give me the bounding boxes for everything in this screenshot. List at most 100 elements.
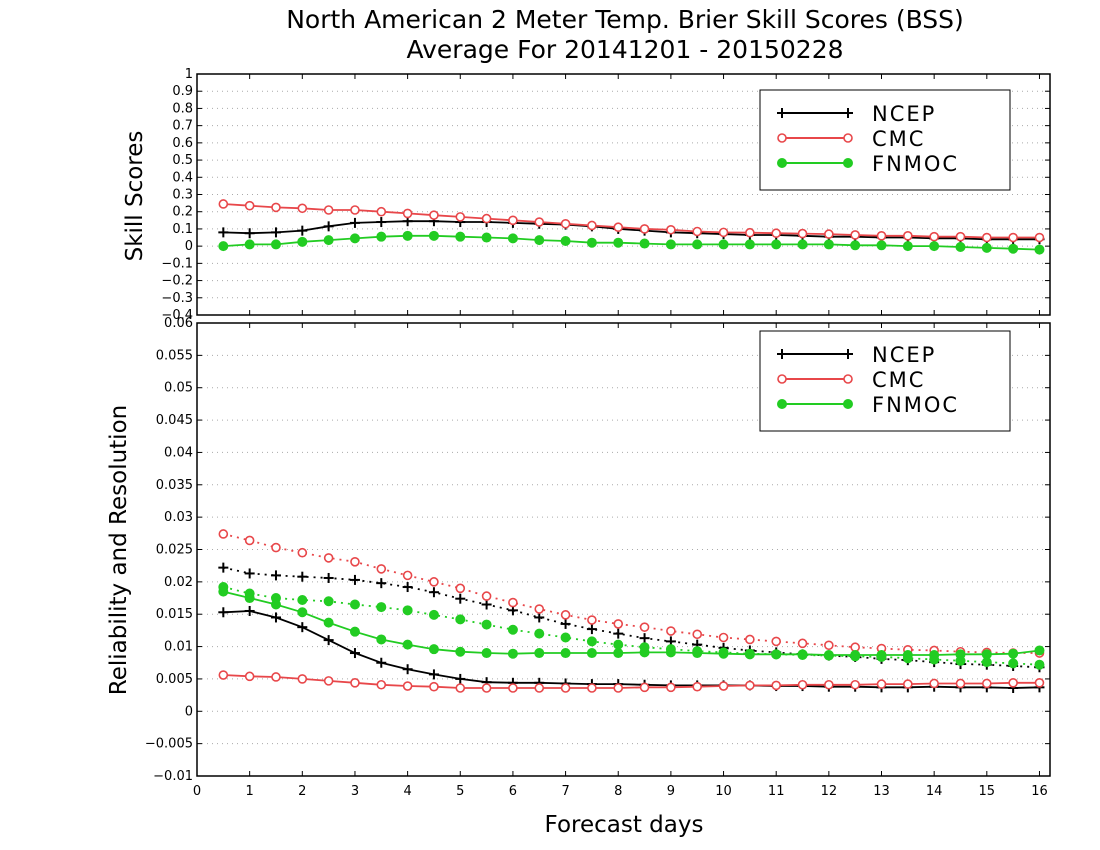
open-circle-marker bbox=[718, 681, 729, 691]
open-circle-marker bbox=[560, 610, 571, 620]
plus-marker bbox=[376, 578, 387, 589]
open-circle-marker bbox=[323, 553, 334, 563]
filled-circle-marker bbox=[481, 648, 492, 659]
filled-circle-marker bbox=[560, 235, 571, 246]
open-circle-marker bbox=[402, 681, 413, 691]
open-circle-marker bbox=[244, 671, 255, 682]
open-circle-marker bbox=[771, 228, 781, 239]
y-tick-label: 0.045 bbox=[156, 413, 193, 428]
open-circle-marker bbox=[297, 674, 308, 684]
y-tick-label: 0.025 bbox=[156, 543, 193, 558]
filled-circle-marker bbox=[665, 239, 676, 250]
plus-marker bbox=[376, 217, 387, 228]
open-circle-marker bbox=[297, 547, 308, 558]
open-circle-marker bbox=[508, 683, 518, 693]
open-circle-marker bbox=[824, 229, 834, 239]
filled-circle-marker bbox=[955, 655, 966, 666]
plus-marker bbox=[534, 612, 545, 623]
plus-marker bbox=[349, 217, 360, 228]
open-circle-marker bbox=[771, 680, 781, 691]
open-circle-marker bbox=[560, 218, 571, 229]
y-tick-label: 0.1 bbox=[172, 222, 193, 237]
filled-circle-marker bbox=[507, 233, 518, 244]
open-circle-marker bbox=[534, 217, 545, 227]
filled-circle-marker bbox=[797, 239, 808, 250]
plus-marker bbox=[586, 624, 597, 635]
open-circle-marker bbox=[587, 683, 597, 693]
plus-marker bbox=[843, 108, 853, 118]
open-circle-marker bbox=[376, 206, 387, 217]
open-circle-marker bbox=[666, 626, 676, 636]
plus-marker bbox=[323, 635, 334, 646]
x-tick-label: 12 bbox=[821, 784, 838, 799]
open-circle-marker bbox=[350, 556, 360, 567]
open-circle-marker bbox=[429, 577, 439, 587]
filled-circle-marker bbox=[481, 232, 492, 243]
open-circle-marker bbox=[692, 629, 703, 640]
x-tick-label: 13 bbox=[873, 784, 890, 799]
open-circle-marker bbox=[244, 535, 255, 546]
filled-circle-marker bbox=[586, 237, 597, 248]
filled-circle-marker bbox=[771, 649, 782, 660]
open-circle-marker bbox=[429, 210, 439, 220]
filled-circle-marker bbox=[428, 230, 439, 241]
filled-circle-marker bbox=[1034, 244, 1045, 255]
plus-marker bbox=[244, 568, 255, 579]
y-tick-label: −0.1 bbox=[161, 256, 193, 271]
y-tick-label: 0.06 bbox=[164, 316, 193, 331]
filled-circle-marker bbox=[981, 242, 992, 253]
plus-marker bbox=[323, 221, 334, 232]
filled-circle-marker bbox=[823, 239, 834, 250]
plus-marker bbox=[349, 574, 360, 585]
open-circle-marker bbox=[1008, 678, 1018, 688]
open-circle-marker bbox=[982, 232, 992, 243]
legend-label-ncep: NCEP bbox=[872, 102, 936, 126]
plus-marker bbox=[244, 605, 255, 616]
x-tick-label: 7 bbox=[561, 784, 569, 799]
open-circle-marker bbox=[929, 678, 939, 689]
y-tick-label: 0.8 bbox=[172, 101, 193, 116]
y-tick-label: 0.03 bbox=[164, 510, 193, 525]
y-tick-label: −0.3 bbox=[161, 291, 193, 306]
filled-circle-marker bbox=[718, 239, 729, 250]
plus-marker bbox=[428, 587, 439, 598]
filled-circle-marker bbox=[850, 240, 861, 251]
open-circle-marker bbox=[587, 220, 597, 231]
filled-circle-marker bbox=[534, 648, 545, 659]
y-tick-label: 0.4 bbox=[172, 170, 193, 185]
open-circle-marker bbox=[350, 678, 360, 688]
filled-circle-marker bbox=[744, 239, 755, 250]
open-circle-marker bbox=[797, 679, 808, 690]
plot-frame bbox=[196, 322, 1051, 777]
plus-marker bbox=[777, 349, 787, 359]
filled-circle-marker bbox=[586, 648, 597, 659]
filled-circle-marker bbox=[1008, 658, 1019, 669]
filled-circle-marker bbox=[843, 399, 853, 409]
open-circle-marker bbox=[903, 231, 913, 241]
open-circle-marker bbox=[692, 226, 703, 237]
filled-circle-marker bbox=[376, 602, 387, 613]
filled-circle-marker bbox=[560, 632, 571, 643]
y-tick-label: −0.01 bbox=[153, 769, 193, 784]
plus-marker bbox=[349, 648, 360, 659]
filled-circle-marker bbox=[507, 624, 518, 635]
open-circle-marker bbox=[745, 227, 755, 238]
plus-marker bbox=[270, 612, 281, 623]
plus-marker bbox=[244, 228, 255, 239]
filled-circle-marker bbox=[376, 634, 387, 645]
x-tick-label: 1 bbox=[246, 784, 254, 799]
filled-circle-marker bbox=[244, 588, 255, 599]
x-tick-label: 11 bbox=[768, 784, 785, 799]
filled-circle-marker bbox=[876, 240, 887, 251]
filled-circle-marker bbox=[718, 647, 729, 658]
filled-circle-marker bbox=[1034, 645, 1045, 656]
x-tick-label: 16 bbox=[1031, 784, 1048, 799]
filled-circle-marker bbox=[929, 654, 940, 665]
filled-circle-marker bbox=[639, 642, 650, 653]
series-group bbox=[218, 529, 1045, 693]
filled-circle-marker bbox=[270, 593, 281, 604]
legend-box bbox=[759, 330, 1011, 432]
filled-circle-marker bbox=[323, 617, 334, 628]
filled-circle-marker bbox=[1034, 659, 1045, 670]
open-circle-marker bbox=[824, 679, 834, 690]
